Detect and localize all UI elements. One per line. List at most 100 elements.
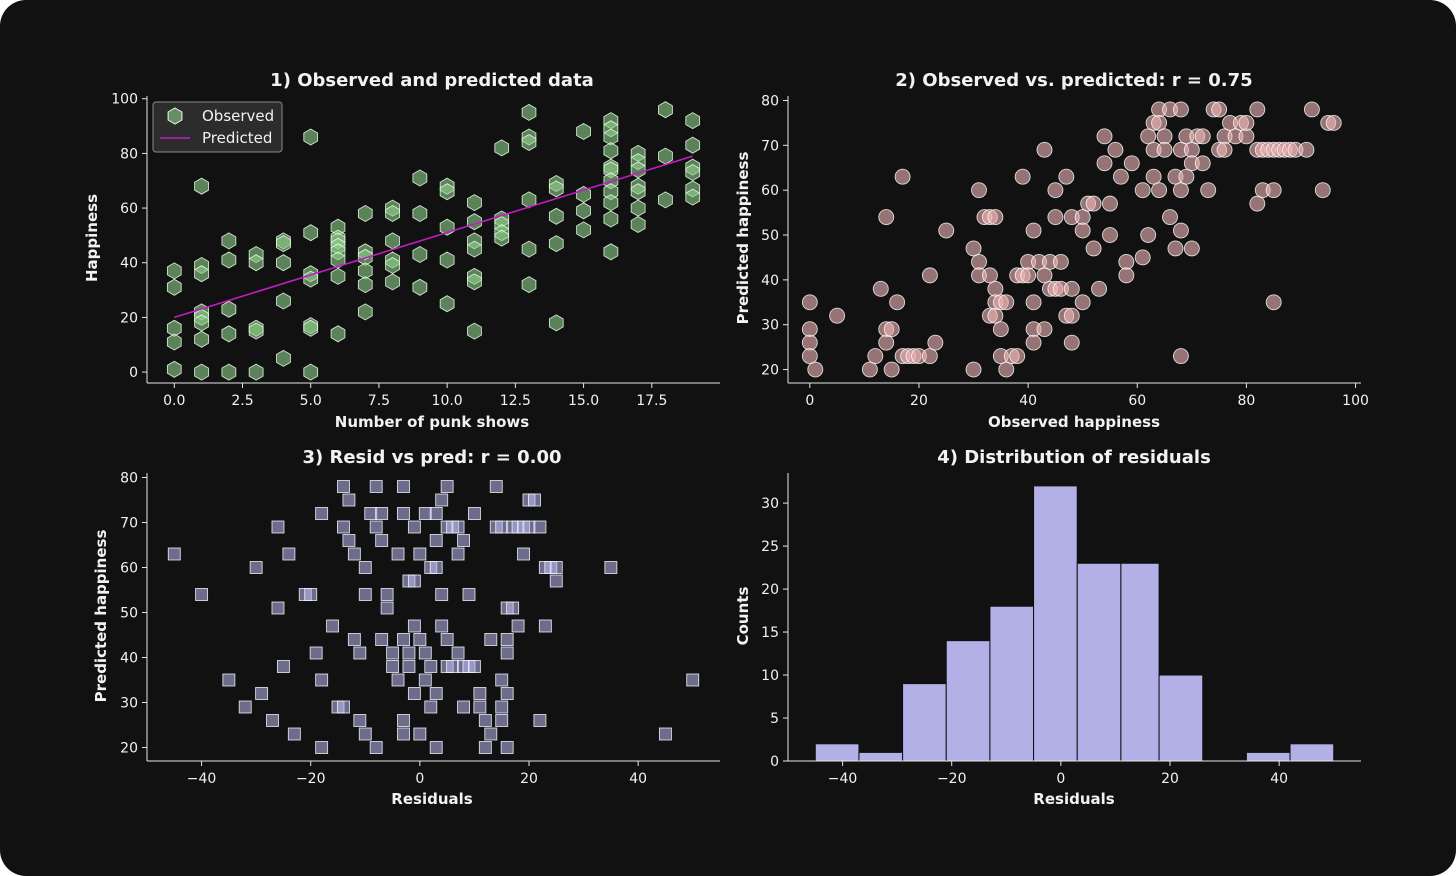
residual-point [686,673,700,687]
residual-point [353,714,367,727]
observed-point [303,363,319,381]
observed-point [412,245,428,264]
p3-ylabel: Predicted happiness [92,530,110,703]
data-point [987,209,1004,226]
observed-point [521,276,537,294]
residual-point [271,520,285,534]
residual-point [402,646,416,660]
observed-point [385,256,400,275]
residual-point [489,480,503,493]
observed-point [221,251,237,269]
legend-box [152,101,283,153]
y-tick-label: 20 [120,310,138,326]
observed-point [439,183,455,201]
y-tick-label: 0 [770,754,779,770]
residual-point [473,700,487,714]
data-point [1314,182,1331,199]
data-point [1172,182,1189,199]
data-point [1014,168,1031,185]
residual-point [467,660,481,673]
x-tick-label: 7.5 [368,393,390,409]
observed-point [603,243,619,261]
observed-point [248,322,264,340]
observed-point [603,142,619,160]
x-tick-label: 15.0 [568,393,599,409]
residual-point [255,687,269,700]
observed-point [467,194,482,212]
residual-point [397,480,410,493]
residual-point [467,507,481,520]
data-point [1036,267,1053,284]
x-tick-label: 40 [629,771,647,787]
observed-point [494,229,510,247]
data-point [872,280,889,297]
data-point [1118,253,1135,270]
legend-predicted-label: Predicted [202,129,272,147]
y-tick-label: 80 [120,471,138,487]
observed-point [276,235,291,253]
residual-points [167,480,700,754]
data-point [1074,222,1091,239]
data-point [1123,155,1140,172]
data-points [801,101,1342,378]
residual-point [500,741,514,754]
y-tick-label: 60 [120,201,138,217]
data-point [1047,182,1064,199]
residual-point [429,507,443,520]
data-point [1118,267,1135,284]
x-tick-label: 17.5 [636,393,667,409]
data-point [971,253,987,270]
data-point [1325,114,1342,131]
data-point [1200,182,1217,199]
residual-point [413,633,427,646]
histogram-bar [858,751,904,762]
residual-point [478,714,492,727]
observed-point [412,278,428,296]
x-tick-label: 40 [1270,771,1288,787]
observed-point [521,240,537,258]
observed-point [494,139,510,157]
residual-point [342,493,356,507]
observed-point [685,112,701,130]
residual-point [478,741,492,754]
data-point [1102,227,1118,243]
panel-resid-vs-pred: 3) Resid vs pred: r = 0.00 Residuals Pre… [92,447,720,808]
observed-point [548,180,564,198]
observed-point [412,169,428,187]
residual-point [446,660,460,673]
p3-title: 3) Resid vs pred: r = 0.00 [302,447,561,468]
residual-point [358,727,372,741]
data-point [801,348,818,365]
data-point [1298,141,1315,158]
x-tick-label: 5.0 [300,393,322,409]
data-point [1140,128,1157,145]
residual-point [435,493,449,507]
data-point [1112,168,1129,185]
x-tick-label: 0 [415,771,424,787]
residual-point [375,633,389,646]
residual-point [500,633,514,646]
y-tick-label: 100 [111,92,138,108]
data-point [801,334,818,351]
observed-point [221,300,237,318]
data-point [1074,294,1091,311]
histogram-bar [1033,485,1078,762]
data-point [894,168,911,185]
residual-point [287,727,301,741]
data-point [1009,348,1026,365]
observed-point [194,177,209,195]
data-point [1172,101,1189,118]
y-tick-label: 5 [770,711,779,727]
panel-observed-vs-predicted: 2) Observed vs. predicted: r = 0.75 Obse… [734,70,1369,431]
residual-point [538,619,552,633]
histogram-bar [1289,743,1335,762]
data-point [1238,114,1255,131]
residual-point [369,520,383,534]
residual-point [266,714,279,727]
residual-point [315,507,329,520]
x-tick-label: 60 [1128,393,1146,409]
residual-point [309,646,323,660]
observed-point [658,147,673,165]
observed-point [685,188,701,206]
residual-point [315,673,329,687]
